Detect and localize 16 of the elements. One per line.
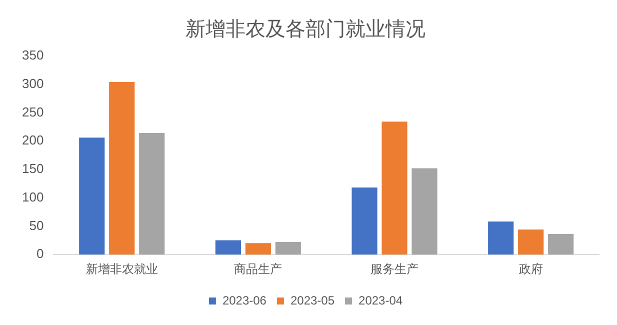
y-tick-label: 50 xyxy=(29,218,44,233)
y-tick-label: 200 xyxy=(22,132,44,148)
chart-title: 新增非农及各部门就业情况 xyxy=(186,18,426,41)
y-tick-label: 0 xyxy=(36,246,44,262)
x-tick-label: 新增非农就业 xyxy=(86,262,158,276)
y-tick-label: 250 xyxy=(22,104,44,120)
y-tick-label: 350 xyxy=(22,48,44,63)
x-tick-label: 服务生产 xyxy=(370,262,419,276)
legend-label: 2023-04 xyxy=(358,293,403,308)
y-tick-label: 300 xyxy=(22,76,44,91)
y-tick-label: 150 xyxy=(22,161,44,176)
legend-label: 2023-06 xyxy=(222,293,267,308)
x-tick-label: 商品生产 xyxy=(234,262,282,276)
y-tick-label: 100 xyxy=(22,189,44,204)
x-tick-label: 政府 xyxy=(518,262,543,276)
legend-label: 2023-05 xyxy=(290,293,335,308)
